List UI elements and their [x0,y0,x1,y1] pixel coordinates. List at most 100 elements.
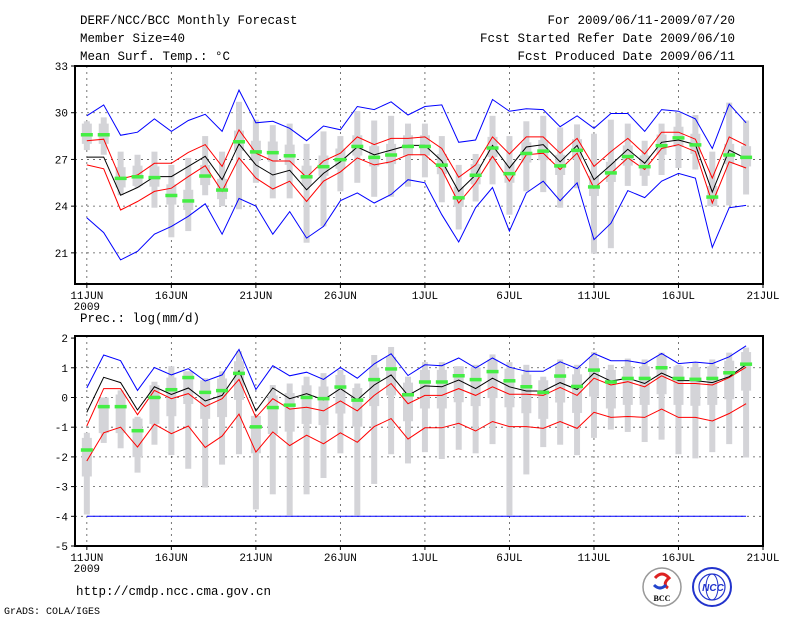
source-url[interactable]: http://cmdp.ncc.cma.gov.cn [76,585,271,599]
y-tick-label: 21 [55,249,69,261]
marker-bar [80,448,93,452]
marker-bar [266,150,279,155]
marker-bar [638,376,651,381]
x-tick-label: 6JUL [496,291,522,303]
marker-bar [402,144,415,149]
marker-bar [706,195,719,199]
range-whisker [743,347,750,458]
range-whisker [354,383,361,516]
y-tick-label: -5 [55,542,68,554]
marker-bar [249,425,262,429]
marker-bar [655,143,668,148]
forecast-period: For 2009/06/11-2009/07/20 [547,14,735,28]
series-line-lower [86,144,747,211]
range-whisker [185,371,192,469]
series-line-upper [86,128,747,180]
plot-frame [74,335,764,547]
marker-bar [672,136,685,140]
marker-bar [232,140,245,144]
marker-bar [503,171,516,176]
marker-bar [587,368,600,372]
range-whisker [438,362,445,459]
marker-bar [385,153,398,157]
precipitation-panel: 11JUN 16JUN 21JUN 26JUN 1JUL 6JUL 11JUL 16JUL 21… [55,334,780,576]
series-line-min [86,172,747,261]
range-box [572,374,583,413]
range-box [538,380,549,419]
marker-bar [604,171,617,175]
marker-bar [452,374,465,378]
range-box [217,378,228,418]
range-box [656,355,667,395]
marker-bar [571,148,584,153]
marker-bar [165,387,178,392]
marker-bar [740,155,753,160]
range-box [318,386,329,426]
marker-bar [435,380,448,384]
series-line-max [86,345,747,392]
range-box [555,363,566,403]
start-date: Fcst Started Refer Date 2009/06/10 [480,32,735,46]
marker-bar [655,365,668,370]
produced-date: Fcst Produced Date 2009/06/11 [517,50,735,64]
range-box [707,366,718,405]
range-box [436,369,447,409]
range-box [166,377,177,417]
marker-bar [469,377,482,382]
plot-frame [74,65,764,285]
range-box [639,366,650,405]
marker-bar [334,385,347,389]
y-tick-label: 30 [55,109,68,121]
marker-bar [486,146,499,150]
marker-bar [283,154,296,158]
ncc-logo-text: NCC [702,583,724,594]
x-tick-label: 16JUL [662,291,695,303]
marker-bar [621,376,634,381]
marker-bar [131,428,144,433]
marker-bar [418,380,431,384]
marker-bar [351,398,364,402]
marker-bar [638,164,651,169]
bcc-logo-text: BCC [654,594,671,603]
marker-bar [199,390,212,395]
range-box [149,385,160,424]
range-whisker [219,371,226,465]
marker-bar [723,153,736,157]
range-box [724,360,735,400]
bcc-logo: BCC [642,567,682,607]
range-box [267,395,278,435]
series-line-mean [86,364,747,413]
marker-bar [385,367,398,371]
marker-bar [300,175,313,179]
y-tick-label: 27 [55,155,68,167]
series-line-mean [86,139,747,196]
x-tick-label: 11JUL [577,553,610,565]
range-whisker [303,143,310,243]
range-whisker [506,362,513,516]
marker-bar [114,404,127,409]
range-box [419,369,430,409]
marker-bar [740,362,753,366]
range-box [369,367,380,407]
range-box [741,352,752,391]
marker-bar [621,154,634,159]
series-line-lower [86,403,747,462]
marker-bar [216,388,229,393]
x-tick-label: 26JUN [324,291,357,303]
range-whisker [235,351,242,455]
range-box [250,415,261,454]
range-box [403,382,414,422]
marker-bar [723,371,736,375]
marker-bar [672,376,685,381]
range-box [200,380,211,419]
marker-bar [351,144,364,149]
marker-bar [418,144,431,149]
marker-bar [334,157,347,162]
range-whisker [472,364,479,454]
marker-bar [554,374,567,378]
marker-bar [706,376,719,381]
variable-label: Mean Surf. Temp.: °C [80,50,230,64]
marker-bar [165,193,178,198]
marker-bar [587,185,600,189]
